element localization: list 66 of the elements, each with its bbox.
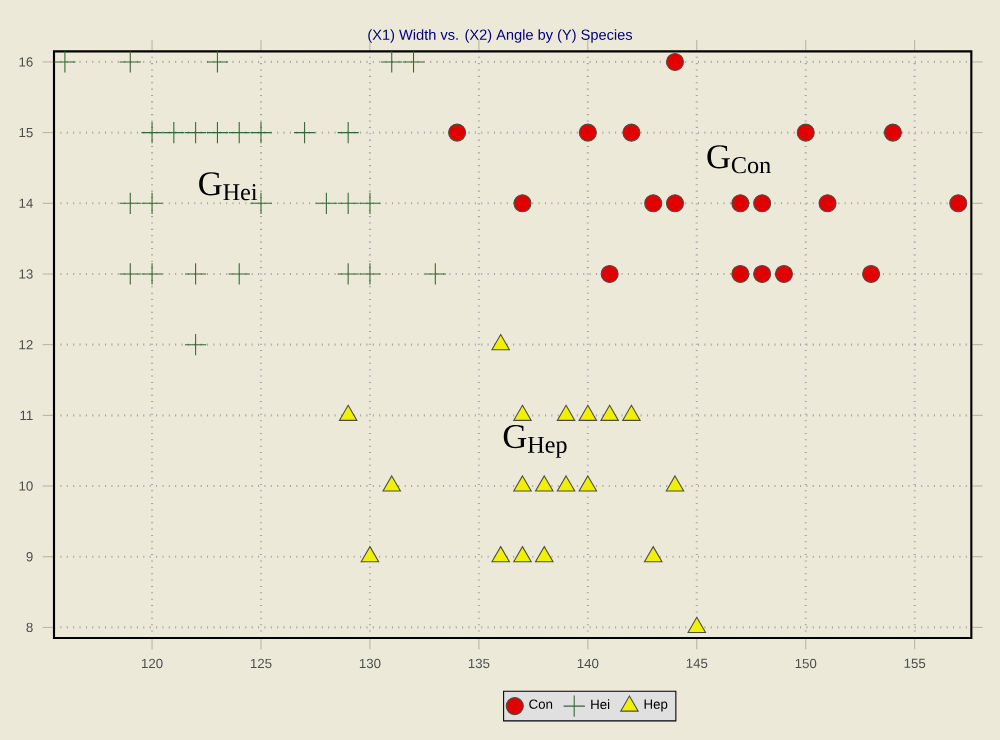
point: [883, 123, 902, 142]
point: [491, 334, 510, 351]
point: [119, 192, 142, 215]
point: [818, 194, 837, 213]
point: [534, 546, 554, 563]
point: [206, 50, 229, 74]
point: [862, 264, 881, 284]
point: [665, 194, 685, 213]
point: [949, 194, 968, 213]
annotation: G$_{Con}$: [707, 145, 771, 174]
point: [665, 475, 685, 492]
point: [337, 192, 360, 215]
point: [315, 192, 338, 215]
point: [184, 262, 207, 286]
point: [513, 194, 532, 213]
point: [600, 264, 619, 284]
point: [556, 404, 576, 421]
point: [796, 123, 815, 142]
point: [140, 192, 164, 215]
point: [424, 262, 447, 286]
point: [338, 404, 358, 421]
point: [184, 121, 207, 144]
point: [380, 50, 403, 74]
point: [578, 475, 598, 492]
point: [448, 123, 467, 142]
point: [228, 262, 251, 286]
point: [534, 475, 554, 492]
point: [382, 475, 402, 492]
point: [731, 264, 750, 284]
point: [513, 475, 532, 492]
point: [491, 546, 510, 563]
point: [774, 264, 793, 284]
point: [293, 121, 316, 144]
point: [665, 52, 685, 71]
point: [556, 475, 576, 492]
point: [249, 121, 273, 144]
point: [753, 264, 772, 284]
point: [731, 194, 750, 213]
point: [644, 194, 663, 213]
point: [753, 194, 772, 213]
point: [622, 123, 641, 142]
point: [360, 546, 380, 563]
point: [643, 546, 663, 563]
point: [600, 404, 619, 421]
point: [53, 50, 77, 74]
point: [513, 404, 532, 421]
point: [358, 192, 382, 215]
point: [206, 121, 229, 144]
point: [184, 333, 207, 356]
point: [140, 262, 164, 286]
point: [513, 546, 532, 563]
point: [687, 616, 707, 633]
point: [622, 404, 641, 421]
annotation: G$_{Hei}$: [199, 172, 258, 201]
point: [402, 50, 425, 74]
point: [119, 50, 142, 74]
point: [337, 262, 360, 286]
point: [162, 121, 185, 144]
annotation: G$_{Hep}$: [503, 425, 567, 458]
point: [140, 121, 164, 144]
point: [228, 121, 251, 144]
point: [119, 262, 142, 286]
point: [358, 262, 382, 286]
point: [337, 121, 360, 144]
point: [578, 404, 598, 421]
point: [578, 123, 597, 142]
